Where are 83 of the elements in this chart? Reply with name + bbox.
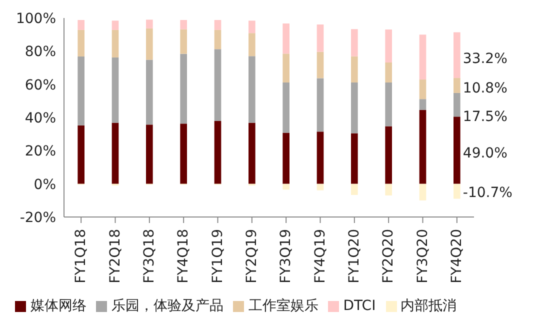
bar bbox=[385, 126, 392, 184]
annotation: 17.5% bbox=[462, 108, 508, 125]
legend-label: 乐园，体验及产品 bbox=[111, 298, 224, 314]
y-tick-label: 20% bbox=[24, 144, 56, 160]
x-tick-label: FY2Q19 bbox=[244, 229, 260, 284]
bar bbox=[180, 29, 187, 54]
annotation: 33.2% bbox=[462, 50, 508, 67]
x-tick-label: FY1Q20 bbox=[346, 229, 362, 284]
bar bbox=[454, 32, 460, 78]
x-tick-label: FY3Q20 bbox=[414, 229, 431, 284]
bar bbox=[146, 28, 153, 60]
bar bbox=[419, 34, 426, 80]
x-tick-label: FY4Q20 bbox=[448, 229, 465, 284]
bar bbox=[78, 30, 84, 56]
x-tick-label: FY2Q20 bbox=[380, 229, 397, 284]
legend-label: 媒体网络 bbox=[30, 298, 86, 314]
bar bbox=[282, 184, 290, 190]
bar bbox=[454, 78, 460, 93]
bar bbox=[454, 116, 460, 184]
bar bbox=[454, 92, 460, 117]
annotation: -10.7% bbox=[462, 185, 512, 202]
bar bbox=[282, 23, 290, 54]
bar bbox=[214, 49, 222, 121]
x-tick-label: FY1Q18 bbox=[73, 229, 90, 284]
bar bbox=[180, 124, 187, 184]
bar bbox=[282, 132, 290, 184]
bar bbox=[248, 122, 256, 184]
x-tick-label: FY4Q18 bbox=[176, 229, 192, 284]
bar bbox=[146, 124, 153, 184]
x-tick-label: FY4Q19 bbox=[312, 229, 328, 284]
bar bbox=[248, 56, 256, 123]
legend-label: 工作室娱乐 bbox=[248, 298, 318, 314]
bar bbox=[282, 82, 290, 133]
bar bbox=[385, 82, 392, 126]
bar bbox=[112, 57, 119, 123]
bar bbox=[351, 133, 358, 184]
bar bbox=[385, 62, 392, 83]
bar bbox=[146, 60, 153, 125]
bar bbox=[351, 56, 358, 83]
bar bbox=[351, 184, 358, 195]
bar bbox=[351, 29, 358, 56]
annotation: 49.0% bbox=[462, 145, 508, 162]
y-tick-label: 0% bbox=[34, 176, 56, 193]
legend-label: 内部抵消 bbox=[400, 298, 457, 314]
bar bbox=[248, 33, 256, 56]
bar bbox=[385, 184, 392, 196]
y-tick-label: 100% bbox=[16, 10, 56, 27]
x-tick-label: FY1Q19 bbox=[210, 229, 226, 284]
bar bbox=[78, 20, 84, 30]
y-tick-label: -20% bbox=[20, 210, 56, 226]
y-tick-label: 60% bbox=[24, 77, 56, 94]
bar bbox=[419, 99, 426, 110]
bar bbox=[419, 184, 426, 200]
bar bbox=[316, 132, 324, 184]
bar bbox=[78, 125, 84, 184]
bar bbox=[248, 20, 256, 34]
x-tick-label: FY2Q18 bbox=[107, 229, 124, 284]
bar bbox=[214, 30, 222, 50]
legend-label: DTCI bbox=[343, 298, 376, 314]
bar bbox=[419, 110, 426, 184]
bar bbox=[146, 20, 153, 28]
bar bbox=[112, 122, 119, 184]
y-tick-label: 40% bbox=[24, 110, 56, 126]
bar bbox=[316, 52, 324, 78]
bar bbox=[419, 80, 426, 100]
bar bbox=[316, 184, 324, 190]
y-tick-label: 80% bbox=[24, 44, 56, 60]
bar bbox=[316, 24, 324, 52]
bar bbox=[316, 78, 324, 132]
x-tick-label: FY3Q19 bbox=[278, 229, 294, 284]
x-tick-label: FY3Q18 bbox=[141, 229, 158, 284]
bar bbox=[282, 54, 290, 83]
bar bbox=[385, 29, 392, 62]
bar bbox=[180, 20, 187, 30]
bar bbox=[112, 20, 119, 30]
bar bbox=[214, 20, 222, 30]
bar bbox=[214, 120, 222, 184]
bar bbox=[454, 184, 460, 199]
bar bbox=[78, 56, 84, 126]
bar bbox=[180, 54, 187, 124]
bar bbox=[351, 82, 358, 134]
bar bbox=[112, 30, 119, 58]
annotation: 10.8% bbox=[462, 80, 508, 97]
